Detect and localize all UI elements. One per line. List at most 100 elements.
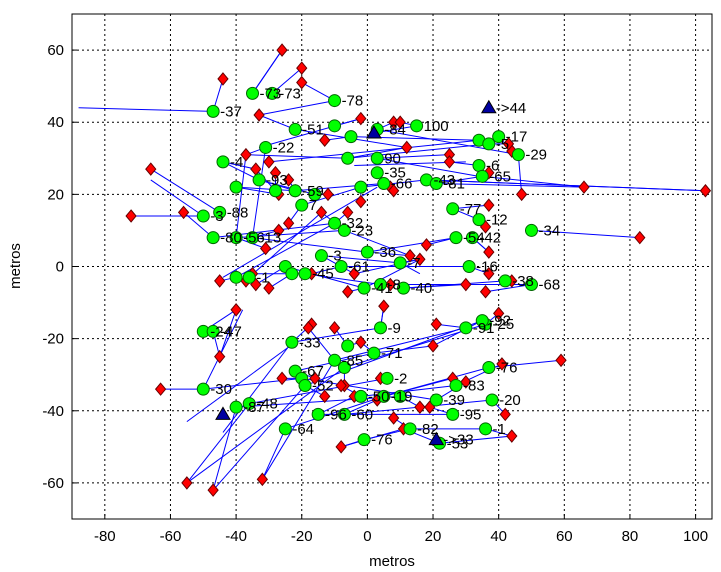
node-label: -82 bbox=[417, 421, 439, 438]
y-tick-label: 60 bbox=[47, 42, 64, 59]
diamond-marker bbox=[479, 284, 492, 299]
diamond-marker bbox=[328, 321, 341, 335]
diamond-marker bbox=[384, 277, 397, 292]
diamond-marker bbox=[296, 75, 308, 90]
diamond-marker bbox=[253, 108, 265, 122]
diamond-marker bbox=[342, 284, 354, 299]
diamond-marker bbox=[319, 389, 331, 404]
node-label: -1 bbox=[493, 421, 506, 438]
circle-marker bbox=[216, 155, 230, 169]
y-tick-label: -40 bbox=[42, 403, 64, 420]
diamond-marker bbox=[335, 378, 347, 393]
diamond-marker bbox=[177, 205, 190, 220]
node-label: -76 bbox=[496, 360, 518, 377]
node-label: -5 bbox=[496, 136, 509, 153]
node-label: -12 bbox=[486, 212, 508, 229]
circle-marker bbox=[229, 231, 243, 245]
triangle-marker bbox=[215, 406, 231, 420]
circle-marker bbox=[242, 397, 256, 411]
node-label: -92 bbox=[489, 313, 511, 330]
node-label: -84 bbox=[384, 121, 406, 138]
node-label: -83 bbox=[463, 378, 485, 395]
circle-marker bbox=[288, 184, 302, 198]
circle-marker bbox=[337, 407, 351, 421]
circle-marker bbox=[298, 267, 312, 281]
node-label: -22 bbox=[273, 139, 295, 156]
circle-marker bbox=[393, 256, 407, 270]
circle-marker bbox=[485, 393, 499, 407]
circle-marker bbox=[403, 422, 417, 436]
link-line bbox=[285, 266, 365, 289]
link-line bbox=[222, 161, 260, 181]
link-line bbox=[78, 107, 214, 112]
node-link-line bbox=[485, 284, 532, 293]
circle-marker bbox=[278, 422, 292, 436]
circle-marker bbox=[446, 202, 460, 216]
node-link-line bbox=[268, 139, 480, 163]
link-line bbox=[344, 229, 411, 257]
x-tick-label: -40 bbox=[225, 528, 247, 545]
y-tick-label: 20 bbox=[47, 186, 64, 203]
diamond-marker bbox=[460, 277, 472, 292]
diamond-marker bbox=[276, 371, 288, 386]
link-line bbox=[222, 186, 378, 278]
diamond-marker bbox=[483, 198, 495, 212]
diamond-marker bbox=[276, 43, 288, 57]
circle-marker bbox=[380, 371, 394, 385]
node-label: -33 bbox=[299, 334, 321, 351]
diamond-marker bbox=[145, 162, 157, 176]
circle-marker bbox=[482, 137, 496, 151]
node-label: -32 bbox=[342, 215, 364, 232]
link-line bbox=[248, 212, 322, 278]
circle-marker bbox=[196, 382, 210, 396]
link-line bbox=[363, 258, 421, 289]
diamond-marker bbox=[309, 371, 321, 386]
diamond-marker bbox=[342, 205, 354, 220]
circle-marker bbox=[475, 169, 489, 183]
link-line bbox=[377, 128, 519, 156]
node-label: -25 bbox=[493, 316, 515, 333]
link-line bbox=[222, 341, 293, 433]
circle-marker bbox=[341, 151, 355, 165]
diamond-marker bbox=[154, 382, 167, 396]
y-tick-label: 40 bbox=[47, 114, 64, 131]
link-line bbox=[212, 385, 306, 491]
triangle-markers bbox=[215, 99, 497, 446]
node-label: -68 bbox=[538, 277, 560, 294]
circle-marker bbox=[288, 122, 302, 136]
triangle-label: ->33 bbox=[443, 432, 473, 449]
link-line bbox=[304, 273, 381, 286]
node-link-line bbox=[517, 154, 523, 195]
diamond-marker bbox=[443, 155, 456, 169]
node-label: -65 bbox=[489, 168, 511, 185]
node-label: -78 bbox=[342, 93, 364, 110]
circle-marker bbox=[472, 159, 486, 172]
node-link-line bbox=[252, 49, 283, 94]
node-label: -61 bbox=[348, 259, 370, 276]
node-label: -34 bbox=[538, 222, 560, 239]
diamond-marker bbox=[404, 248, 416, 263]
diamond-marker bbox=[263, 155, 275, 169]
link-line bbox=[436, 175, 483, 185]
circle-marker bbox=[357, 433, 371, 447]
circle-marker bbox=[377, 177, 391, 191]
node-label: -29 bbox=[525, 147, 547, 164]
link-line bbox=[360, 179, 427, 188]
diamond-marker bbox=[348, 266, 360, 281]
diamond-marker bbox=[378, 299, 390, 313]
x-tick-label: 60 bbox=[556, 528, 573, 545]
circle-marker bbox=[213, 205, 227, 219]
node-label: -23 bbox=[351, 222, 373, 239]
node-label: -73 bbox=[279, 85, 301, 102]
circle-marker bbox=[252, 173, 266, 187]
diamond-marker bbox=[207, 483, 219, 497]
diamond-marker bbox=[269, 165, 282, 180]
circle-marker bbox=[328, 353, 342, 367]
link-line bbox=[219, 309, 237, 357]
link-line bbox=[367, 237, 457, 253]
node-label: -43 bbox=[433, 172, 455, 189]
circle-marker bbox=[472, 213, 486, 227]
diamond-marker bbox=[181, 476, 193, 490]
diamond-marker bbox=[578, 180, 590, 194]
diamond-marker bbox=[322, 187, 334, 202]
